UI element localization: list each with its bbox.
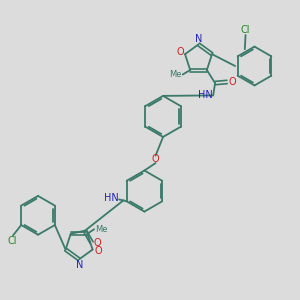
Text: N: N [195,34,202,44]
Text: Cl: Cl [241,25,250,35]
Text: HN: HN [198,90,213,100]
Text: O: O [94,246,102,256]
Text: Me: Me [95,225,108,234]
Text: O: O [151,154,159,164]
Text: O: O [228,77,236,87]
Text: Me: Me [169,70,182,79]
Text: HN: HN [103,193,118,202]
Text: Cl: Cl [8,236,17,246]
Text: O: O [176,46,184,57]
Text: O: O [93,238,101,248]
Text: N: N [76,260,83,270]
